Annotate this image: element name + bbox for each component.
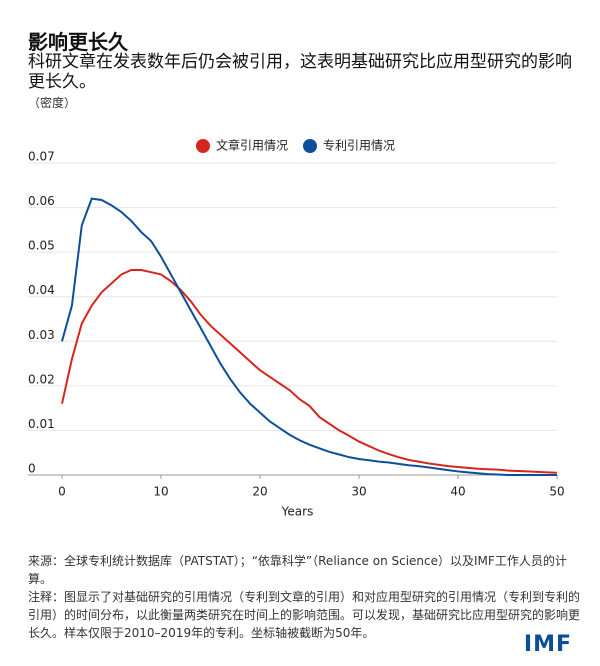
source: 来源：全球专利统计数据库（PATSTAT）；“依靠科学”（Reliance on… (28, 554, 567, 586)
subtitle: 科研文章在发表数年后仍会被引用，这表明基础研究比应用型研究的影响更长久。 (28, 52, 572, 92)
title: 影响更长久 (28, 30, 128, 54)
legend-swatch (196, 139, 210, 153)
x-tick-label: 50 (549, 485, 564, 499)
y-tick-label: 0.01 (28, 417, 55, 431)
y-tick-label: 0 (28, 462, 36, 476)
note: 注释：图显示了对基础研究的引用情况（专利到文章的引用）和对应用型研究的引用情况（… (28, 590, 581, 640)
x-tick-label: 0 (58, 485, 66, 499)
y-tick-label: 0.06 (28, 194, 55, 208)
logo: IMF (523, 632, 572, 657)
line (61, 268, 558, 474)
legend-label: 专利引用情况 (323, 138, 395, 153)
y-tick-label: 0.05 (28, 239, 55, 253)
y-tick-label: 0.03 (28, 328, 55, 342)
x-axis-label: Years (281, 505, 314, 519)
legend-label: 文章引用情况 (216, 138, 288, 153)
y-axis-label: （密度） (28, 96, 77, 110)
x-tick-label: 20 (252, 485, 267, 499)
legend-swatch (303, 139, 317, 153)
x-tick-label: 30 (351, 485, 366, 499)
line (61, 197, 557, 476)
x-tick-label: 10 (153, 485, 168, 499)
y-tick-label: 0.07 (28, 150, 55, 164)
y-tick-label: 0.02 (28, 372, 55, 386)
y-tick-label: 0.04 (28, 283, 55, 297)
x-tick-label: 40 (450, 485, 465, 499)
